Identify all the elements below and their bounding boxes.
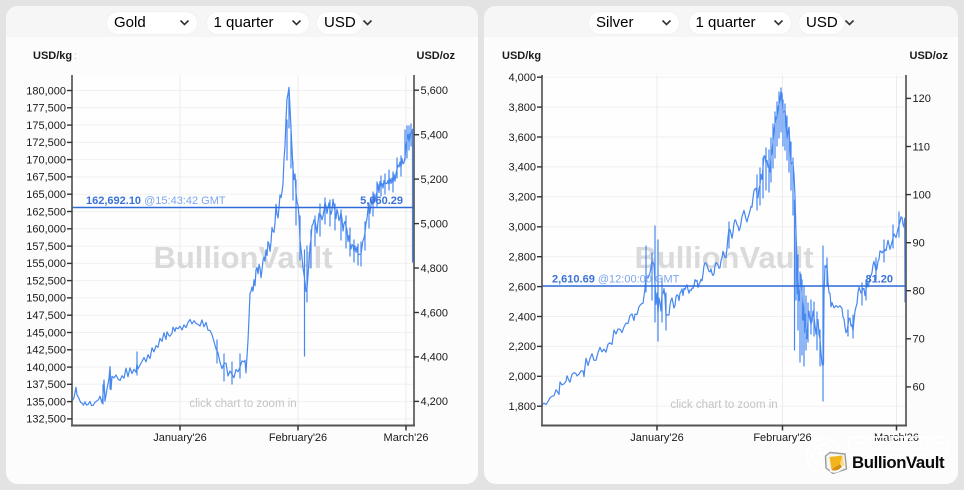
svg-text:January'26: January'26 (153, 432, 206, 444)
svg-text:4,600: 4,600 (421, 307, 449, 319)
svg-text:2,200: 2,200 (508, 341, 536, 353)
svg-text:USD/oz: USD/oz (417, 50, 456, 62)
svg-text:BullionVault: BullionVault (634, 240, 813, 275)
svg-text:70: 70 (913, 334, 925, 346)
svg-text:60: 60 (913, 382, 925, 394)
svg-text::: : (74, 51, 77, 62)
svg-text:February'26: February'26 (753, 432, 811, 444)
svg-text:167,500: 167,500 (26, 172, 66, 184)
svg-text:5,060.29: 5,060.29 (360, 195, 403, 207)
svg-text:5,200: 5,200 (421, 174, 449, 186)
svg-text:147,500: 147,500 (26, 310, 66, 322)
svg-text:3,400: 3,400 (508, 162, 536, 174)
svg-text:170,000: 170,000 (26, 154, 66, 166)
svg-text:3,600: 3,600 (508, 132, 536, 144)
svg-text:February'26: February'26 (269, 432, 327, 444)
svg-text:132,500: 132,500 (26, 414, 66, 426)
svg-text:January'26: January'26 (630, 432, 683, 444)
svg-text:175,000: 175,000 (26, 120, 66, 132)
svg-text:145,000: 145,000 (26, 327, 66, 339)
svg-text:3,200: 3,200 (508, 192, 536, 204)
svg-text:172,500: 172,500 (26, 137, 66, 149)
svg-text:1,800: 1,800 (508, 401, 536, 413)
svg-text:137,500: 137,500 (26, 379, 66, 391)
svg-text:162,500: 162,500 (26, 206, 66, 218)
svg-text:BullionVault: BullionVault (852, 453, 945, 472)
svg-text:80: 80 (913, 286, 925, 298)
svg-text:5,600: 5,600 (421, 85, 449, 97)
svg-text:140,000: 140,000 (26, 362, 66, 374)
svg-text:USD/kg: USD/kg (502, 50, 541, 62)
svg-text:157,500: 157,500 (26, 241, 66, 253)
svg-text:120: 120 (913, 93, 931, 105)
svg-text:180,000: 180,000 (26, 85, 66, 97)
svg-text:152,500: 152,500 (26, 275, 66, 287)
svg-text:162,692.10 @15:43:42 GMT: 162,692.10 @15:43:42 GMT (86, 195, 226, 207)
svg-text:100: 100 (913, 189, 931, 201)
svg-text:March'26: March'26 (384, 432, 429, 444)
svg-text:2,800: 2,800 (508, 252, 536, 264)
svg-text:BullionVault: BullionVault (153, 240, 332, 275)
svg-text:USD/kg: USD/kg (33, 50, 72, 62)
svg-text:2,000: 2,000 (508, 371, 536, 383)
svg-text:110: 110 (913, 141, 931, 153)
svg-text:click chart to zoom in: click chart to zoom in (670, 399, 777, 411)
svg-text:4,200: 4,200 (421, 396, 449, 408)
svg-text:90: 90 (913, 238, 925, 250)
svg-text:4,800: 4,800 (421, 263, 449, 275)
svg-text:USD/oz: USD/oz (910, 50, 949, 62)
svg-text:150,000: 150,000 (26, 293, 66, 305)
svg-text:2,610.69 @12:00:00 GMT: 2,610.69 @12:00:00 GMT (552, 274, 680, 286)
svg-text:135,000: 135,000 (26, 396, 66, 408)
svg-text:3,800: 3,800 (508, 102, 536, 114)
svg-text:81.20: 81.20 (865, 274, 893, 286)
svg-text:4,400: 4,400 (421, 352, 449, 364)
svg-text:2,400: 2,400 (508, 311, 536, 323)
svg-text:165,000: 165,000 (26, 189, 66, 201)
svg-text:3,000: 3,000 (508, 222, 536, 234)
svg-text:155,000: 155,000 (26, 258, 66, 270)
svg-text:5,400: 5,400 (421, 130, 449, 142)
svg-text:142,500: 142,500 (26, 345, 66, 357)
svg-text:4,000: 4,000 (508, 72, 536, 84)
svg-text:160,000: 160,000 (26, 224, 66, 236)
svg-text:177,500: 177,500 (26, 103, 66, 115)
svg-text:click chart to zoom in: click chart to zoom in (189, 398, 296, 410)
svg-text:5,000: 5,000 (421, 218, 449, 230)
svg-text:2,600: 2,600 (508, 281, 536, 293)
